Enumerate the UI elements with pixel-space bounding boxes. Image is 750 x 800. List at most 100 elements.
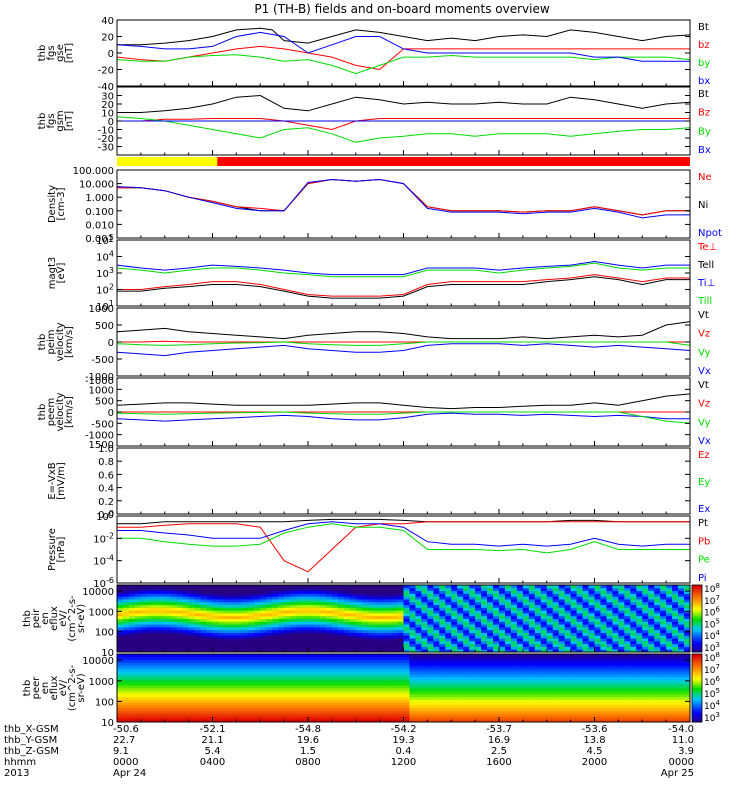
heatmap-cell (313, 632, 321, 636)
heatmap-cell (451, 719, 458, 723)
heatmap-cell (528, 699, 536, 703)
heatmap-cell (618, 656, 625, 661)
y-tick-label: 30 (101, 92, 114, 103)
heatmap-cell (218, 710, 225, 714)
heatmap-cell (272, 673, 279, 678)
heatmap-cell (600, 598, 607, 603)
heatmap-cell (343, 690, 351, 695)
heatmap-cell (618, 610, 625, 614)
heatmap-cell (122, 590, 130, 594)
heatmap-cell (308, 604, 315, 608)
heatmap-cell (236, 624, 243, 628)
heatmap-cell (254, 659, 261, 663)
heatmap-cell (678, 590, 685, 594)
heatmap-cell (236, 590, 243, 594)
heatmap-cell (122, 693, 130, 697)
heatmap-cell (624, 632, 631, 636)
heatmap-cell (636, 587, 643, 592)
heatmap-cell (391, 656, 399, 661)
heatmap-cell (481, 649, 488, 653)
heatmap-cell (612, 607, 619, 611)
heatmap-cell (594, 618, 601, 622)
heatmap-cell (170, 632, 178, 636)
heatmap-cell (528, 688, 536, 692)
heatmap-cell (254, 615, 261, 619)
heatmap-cell (361, 649, 369, 653)
heatmap-cell (528, 671, 536, 675)
heatmap-cell (439, 640, 446, 645)
heatmap-cell (582, 649, 590, 653)
heatmap-cell (290, 624, 297, 628)
heatmap-cell (128, 587, 136, 592)
heatmap-cell (200, 673, 208, 678)
heatmap-cell (230, 696, 237, 700)
heatmap-cell (337, 705, 345, 709)
heatmap-cell (463, 685, 470, 689)
heatmap-cell (654, 635, 661, 639)
heatmap-cell (194, 702, 202, 706)
heatmap-cell (648, 649, 655, 653)
heatmap-cell (451, 710, 458, 714)
heatmap-cell (522, 705, 530, 709)
heatmap-cell (128, 598, 136, 603)
heatmap-cell (475, 590, 482, 594)
heatmap-cell (117, 719, 124, 723)
heatmap-cell (188, 649, 196, 653)
heatmap-cell (164, 656, 172, 661)
heatmap-cell (278, 626, 285, 631)
heatmap-cell (451, 716, 458, 720)
heatmap-cell (433, 587, 440, 592)
heatmap-cell (654, 685, 661, 689)
heatmap-cell (624, 615, 631, 619)
heatmap-cell (385, 676, 393, 680)
heatmap-cell (325, 699, 333, 703)
heatmap-cell (134, 612, 142, 617)
heatmap-cell (630, 707, 637, 712)
heatmap-cell (504, 668, 512, 672)
heatmap-cell (499, 673, 506, 678)
heatmap-cell (373, 659, 381, 663)
heatmap-cell (403, 615, 410, 619)
heatmap-cell (349, 673, 357, 678)
heatmap-cell (248, 719, 255, 723)
heatmap-cell (522, 654, 530, 658)
heatmap-cell (331, 659, 339, 663)
heatmap-cell (433, 676, 440, 680)
heatmap-cell (367, 662, 375, 666)
heatmap-cell (308, 587, 315, 592)
heatmap-cell (427, 610, 434, 614)
heatmap-cell (296, 705, 303, 709)
heatmap-cell (409, 665, 416, 669)
heatmap-cell (564, 624, 572, 628)
heatmap-cell (636, 649, 643, 653)
heatmap-cell (487, 629, 494, 633)
heatmap-cell (272, 665, 279, 669)
heatmap-cell (248, 705, 255, 709)
heatmap-cell (612, 676, 619, 680)
heatmap-cell (457, 673, 464, 678)
heatmap-cell (224, 646, 231, 650)
heatmap-cell (331, 719, 339, 723)
heatmap-cell (576, 638, 584, 642)
heatmap-cell (182, 702, 190, 706)
heatmap-cell (337, 624, 345, 628)
heatmap-cell (158, 682, 166, 686)
heatmap-cell (582, 604, 590, 608)
heatmap-cell (481, 699, 488, 703)
heatmap-cell (660, 596, 667, 600)
heatmap-cell (355, 713, 363, 717)
heatmap-cell (337, 640, 345, 645)
heatmap-cell (290, 626, 297, 631)
heatmap-cell (475, 710, 482, 714)
heatmap-cell (516, 635, 524, 639)
heatmap-cell (248, 632, 255, 636)
heatmap-cell (612, 610, 619, 614)
heatmap-cell (582, 668, 590, 672)
heatmap-cell (122, 596, 130, 600)
heatmap-cell (624, 707, 631, 712)
heatmap-cell (308, 601, 315, 606)
heatmap-cell (439, 716, 446, 720)
heatmap-cell (182, 705, 190, 709)
y-axis-label: thb (37, 45, 48, 62)
